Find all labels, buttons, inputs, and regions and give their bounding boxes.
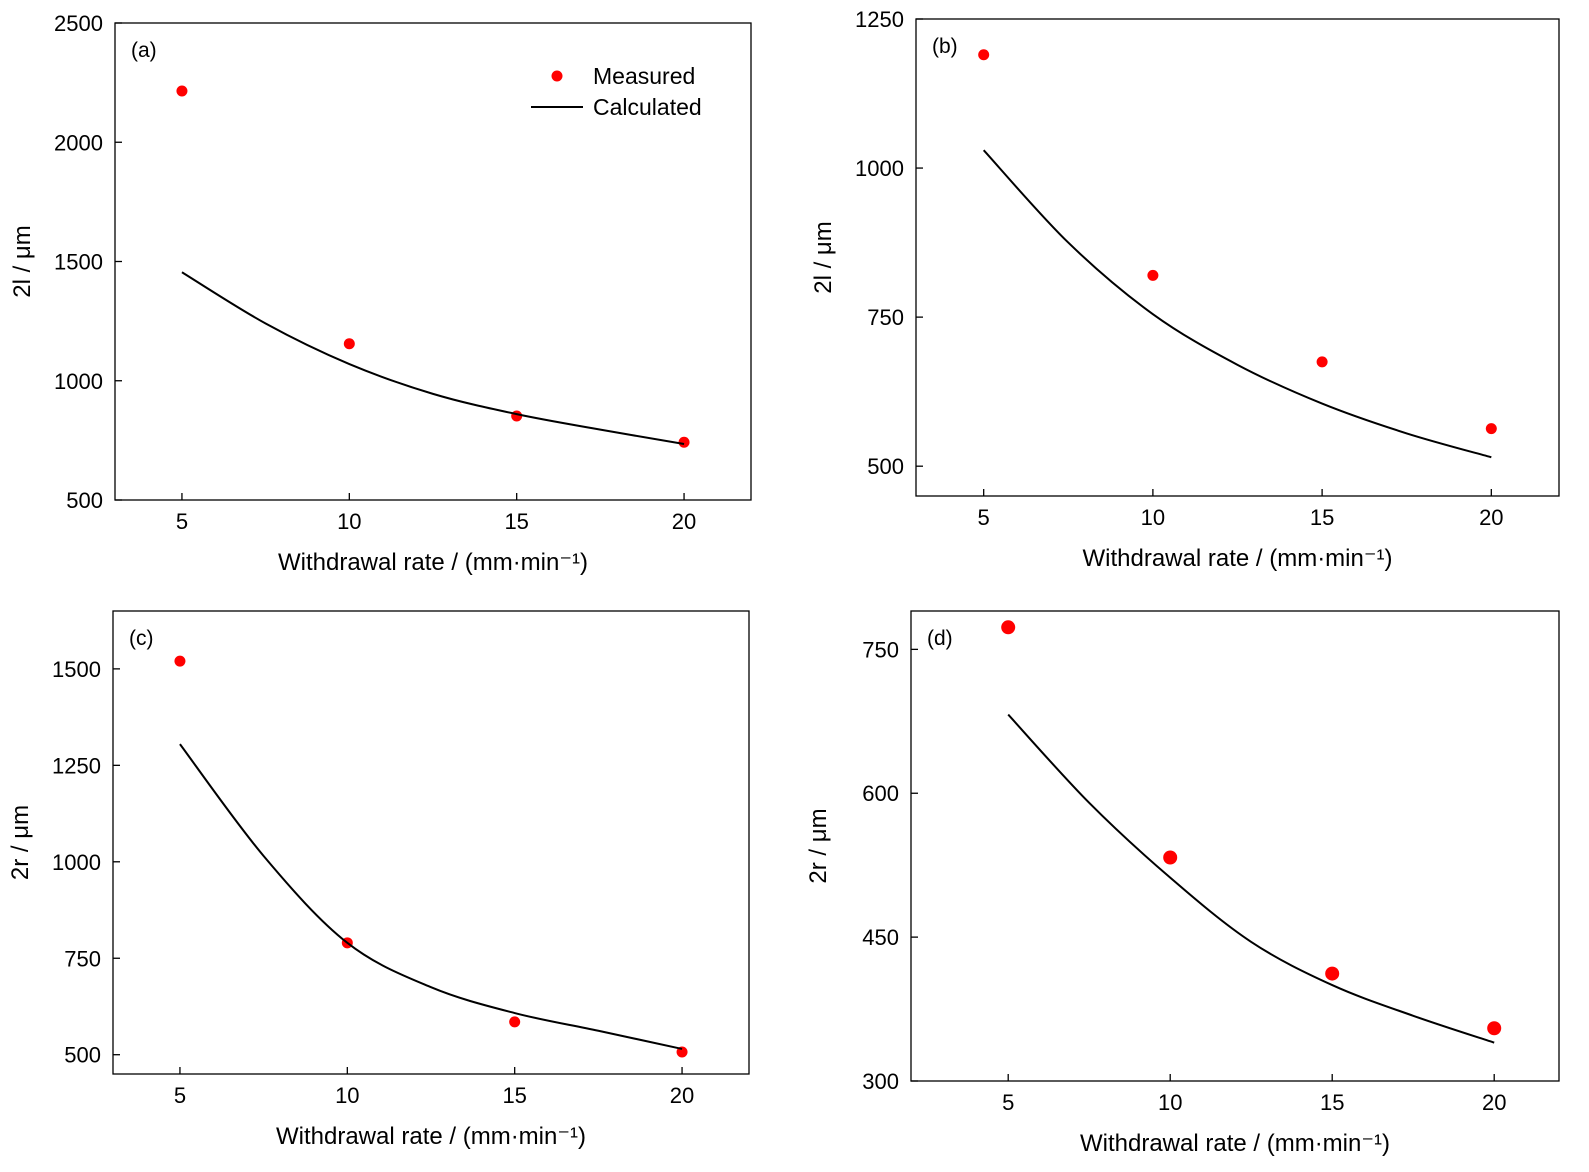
y-tick-label: 1000 <box>52 850 101 875</box>
measured-point <box>1001 620 1016 635</box>
panel-label: (c) <box>129 627 154 650</box>
panel-label: (d) <box>927 627 953 650</box>
y-axis-label: 2r / μm <box>805 808 832 883</box>
y-axis-label: 2l / μm <box>810 221 837 294</box>
x-tick-label: 10 <box>335 1083 359 1108</box>
chart-panel-b: 5 10 15 20 500 750 1000 1250 (b) Withdrawal rate … <box>810 7 1560 572</box>
y-tick-label: 750 <box>867 305 904 330</box>
panel-label: (a) <box>131 39 157 62</box>
y-axis-label: 2r / μm <box>7 805 34 880</box>
x-tick-label: 5 <box>978 505 990 530</box>
y-tick-label: 450 <box>862 925 899 950</box>
y-tick-label: 1250 <box>855 7 904 32</box>
x-tick-label: 15 <box>502 1083 526 1108</box>
y-tick-label: 750 <box>64 946 101 971</box>
calculated-curve <box>179 743 683 1050</box>
panel-label: (b) <box>932 35 958 58</box>
y-axis-label: 2l / μm <box>9 225 36 298</box>
measured-point <box>1485 423 1497 435</box>
y-tick-label: 2500 <box>54 11 103 36</box>
x-tick-label: 20 <box>1479 505 1503 530</box>
y-tick-label: 600 <box>862 781 899 806</box>
x-tick-label: 20 <box>1482 1090 1506 1115</box>
x-axis-label: Withdrawal rate / (mm·min⁻¹) <box>1082 545 1392 572</box>
x-tick-label: 5 <box>1002 1090 1014 1115</box>
y-tick-label: 300 <box>862 1069 899 1094</box>
x-tick-label: 5 <box>174 1083 186 1108</box>
legend-label-calculated: Calculated <box>593 94 702 120</box>
x-tick-label: 15 <box>504 509 528 534</box>
calculated-curve <box>1007 713 1495 1044</box>
legend-label-measured: Measured <box>593 63 695 89</box>
x-tick-label: 5 <box>176 509 188 534</box>
x-axis-label: Withdrawal rate / (mm·min⁻¹) <box>276 1123 586 1150</box>
measured-point <box>1325 966 1340 981</box>
x-tick-label: 15 <box>1320 1090 1344 1115</box>
measured-point <box>1163 850 1178 865</box>
plot-frame <box>112 610 750 1075</box>
y-tick-label: 750 <box>862 637 899 662</box>
y-tick-label: 1500 <box>52 657 101 682</box>
y-tick-label: 500 <box>867 454 904 479</box>
plot-frame <box>910 610 1560 1082</box>
measured-point <box>978 49 990 61</box>
measured-point <box>1316 356 1328 368</box>
x-tick-label: 10 <box>1141 505 1165 530</box>
measured-point <box>174 655 186 667</box>
y-tick-label: 1000 <box>54 369 103 394</box>
y-tick-label: 1000 <box>855 156 904 181</box>
x-tick-label: 10 <box>1158 1090 1182 1115</box>
x-axis-label: Withdrawal rate / (mm·min⁻¹) <box>278 549 588 576</box>
y-tick-label: 500 <box>64 1043 101 1068</box>
chart-panel-a: 5 10 15 20 500 1000 1500 2000 2500 (a) Withdrawal … <box>9 11 752 576</box>
x-tick-label: 20 <box>672 509 696 534</box>
y-tick-label: 1250 <box>52 753 101 778</box>
x-tick-label: 20 <box>670 1083 694 1108</box>
y-tick-label: 500 <box>66 488 103 513</box>
x-tick-label: 10 <box>337 509 361 534</box>
x-axis-label: Withdrawal rate / (mm·min⁻¹) <box>1080 1130 1390 1157</box>
y-tick-label: 1500 <box>54 250 103 275</box>
measured-point <box>1147 269 1159 281</box>
plot-frame <box>915 18 1560 497</box>
x-tick-label: 15 <box>1310 505 1334 530</box>
measured-point <box>678 436 690 448</box>
measured-point <box>176 85 188 97</box>
y-tick-label: 2000 <box>54 130 103 155</box>
chart-panel-c: 5 10 15 20 500 750 1000 1250 1500 (c) Withdrawal r… <box>7 610 750 1150</box>
calculated-curve <box>982 149 1492 459</box>
legend-marker-measured <box>551 70 563 82</box>
measured-point <box>1487 1021 1502 1036</box>
calculated-curve <box>181 271 685 445</box>
measured-point <box>509 1016 521 1028</box>
measured-point <box>343 338 355 350</box>
